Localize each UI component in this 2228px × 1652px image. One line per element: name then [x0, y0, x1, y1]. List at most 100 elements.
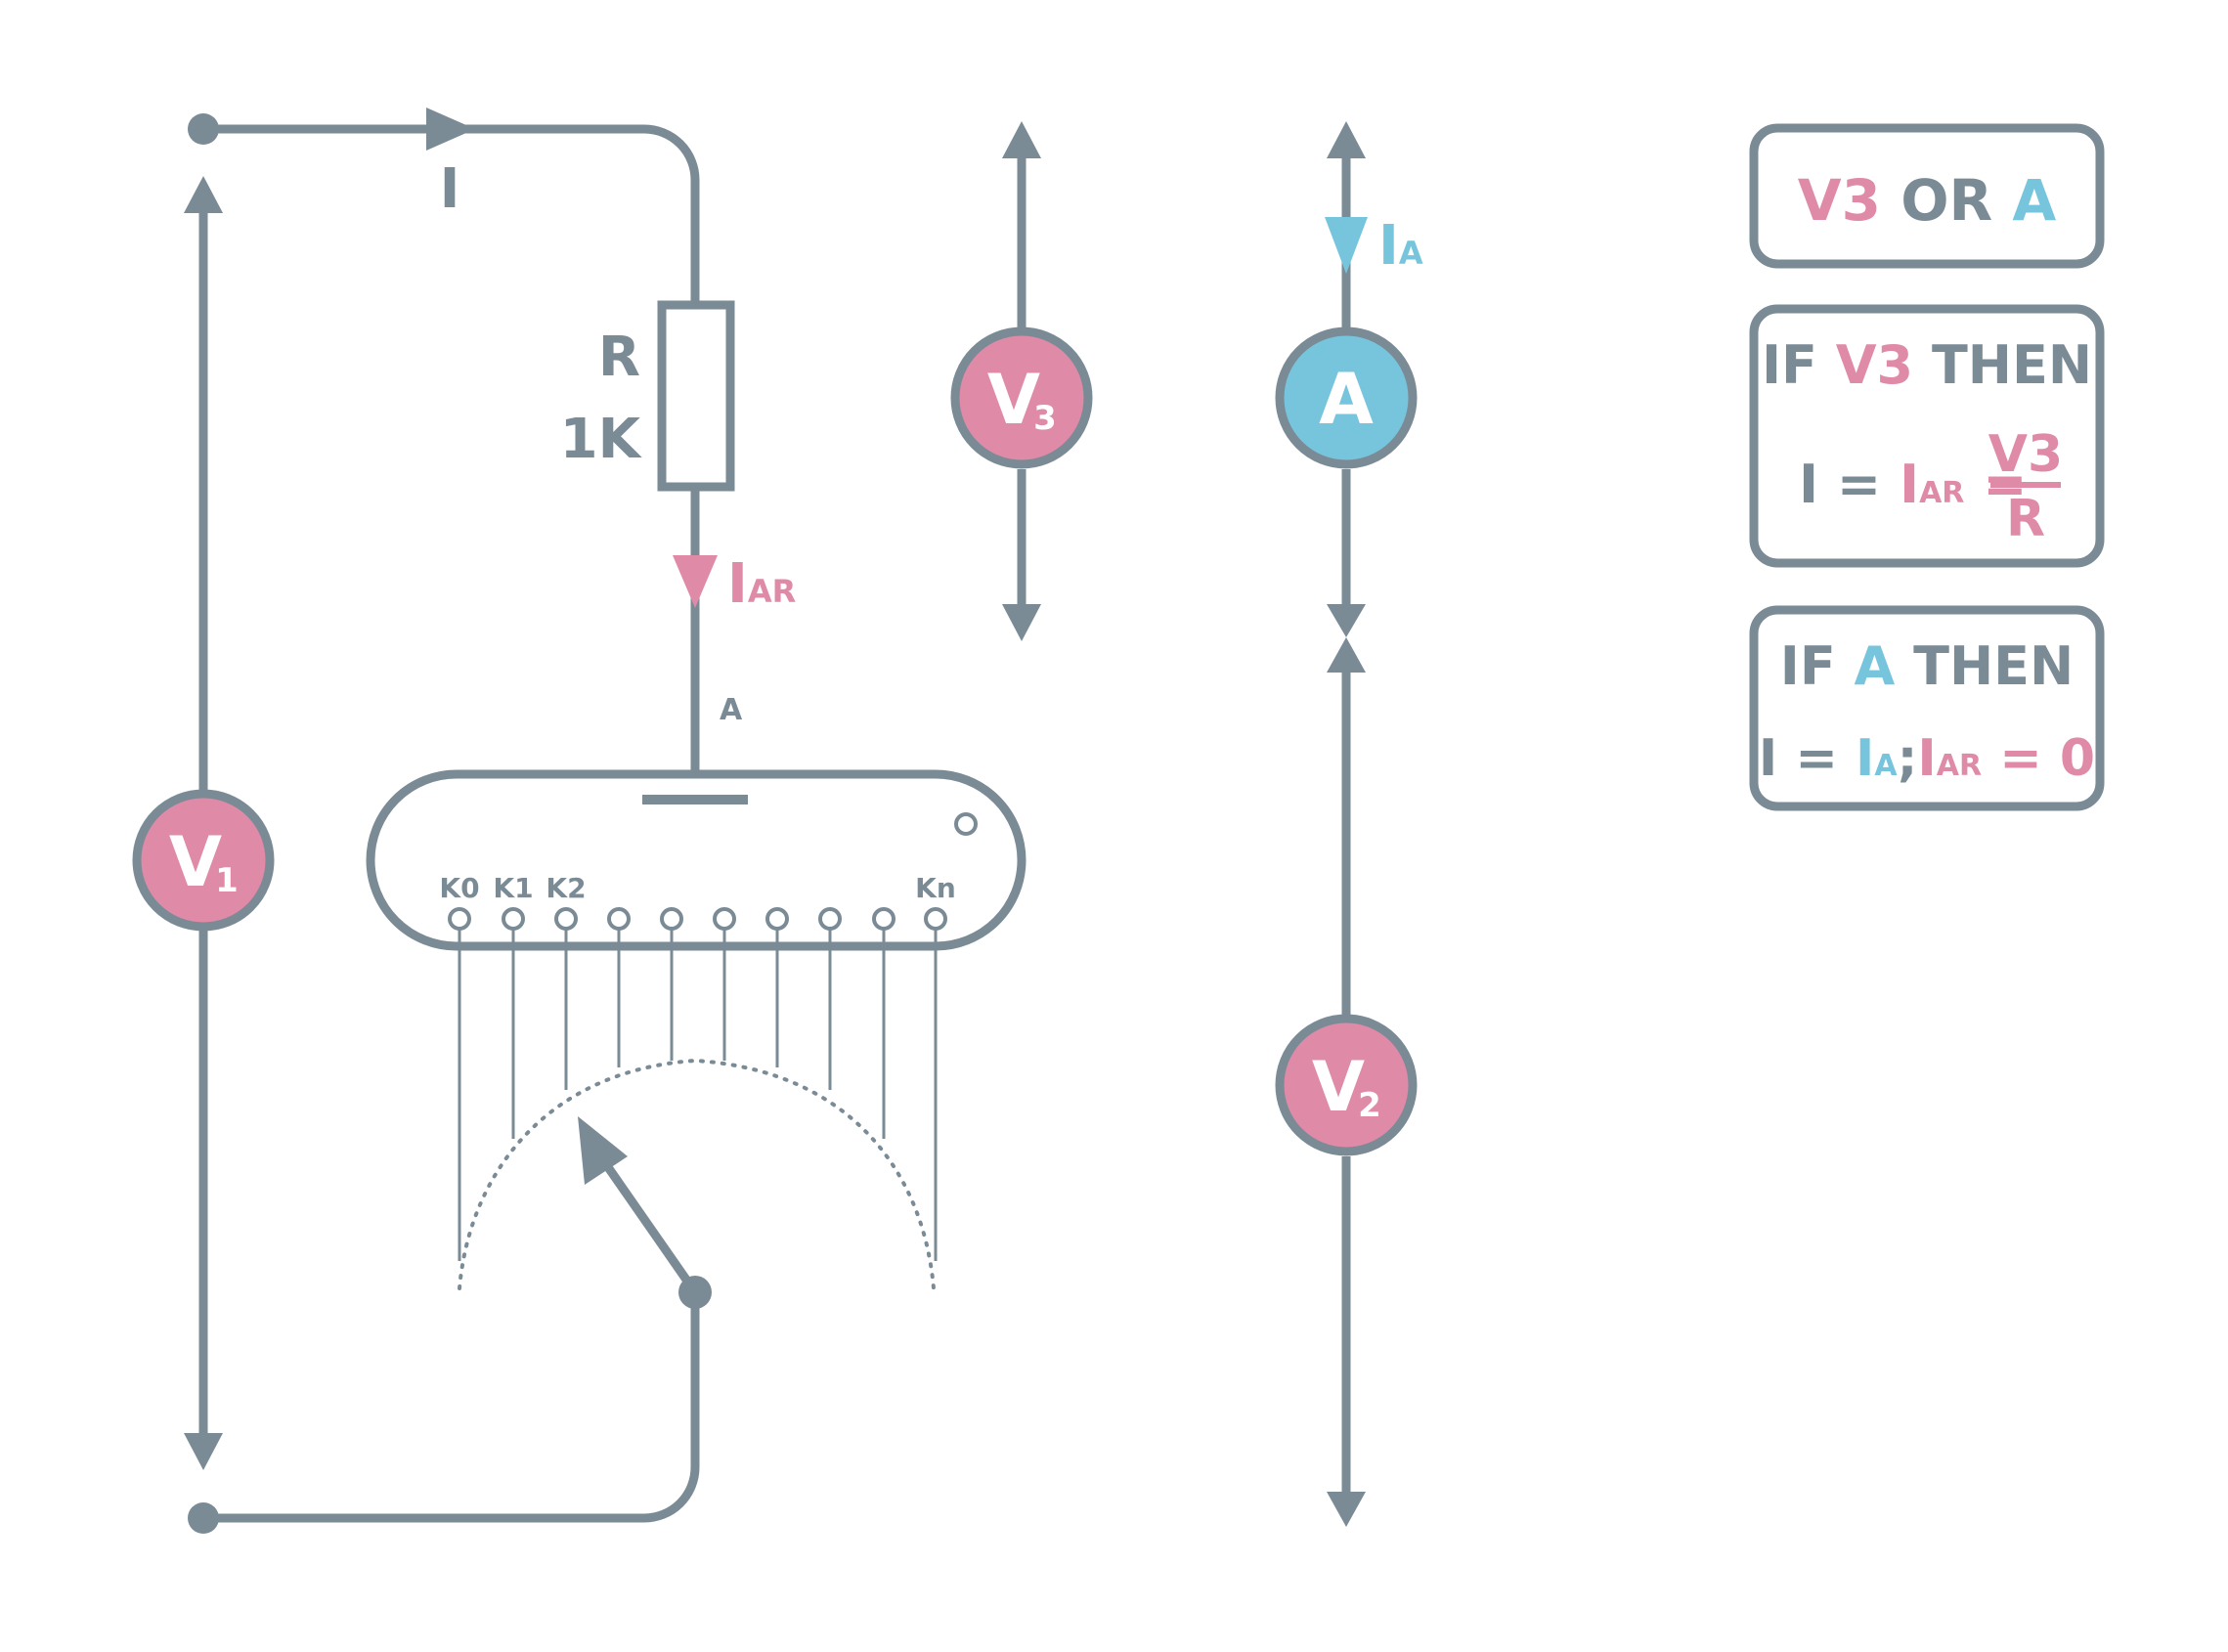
info-box-3-frame — [1749, 605, 2105, 811]
info-box-3-sp6 — [2042, 729, 2060, 788]
ia-label-main: I — [1378, 214, 1399, 278]
info-box-2-condition: IF V3 THEN — [1762, 334, 2092, 396]
v2-arrow-up — [1327, 637, 1366, 673]
info-box-1-v3: V3 — [1798, 167, 1881, 234]
info-box-2-sp4 — [1881, 454, 1900, 515]
info-box-2-frame — [1749, 304, 2105, 568]
ia-label-sub: A — [1399, 235, 1423, 272]
contact-terminal-8[interactable] — [872, 907, 896, 931]
v1-meter-subscript: 1 — [215, 861, 239, 900]
info-box-2-sp2 — [1913, 334, 1932, 396]
v2-arrow-down — [1327, 1492, 1366, 1527]
v3-arrow-down — [1002, 604, 1041, 641]
info-box-2-sp3 — [1818, 454, 1837, 515]
ammeter-arrow-up — [1327, 121, 1366, 158]
info-box-3-iar-main: I — [1917, 729, 1936, 788]
current-label: I — [440, 157, 460, 221]
selector-switch: K0 K1 K2 Kn — [366, 769, 1027, 1261]
iar-label: IAR — [727, 552, 796, 616]
info-box-2-v3: V3 — [1836, 334, 1913, 396]
v1-meter-circle — [132, 789, 275, 932]
info-box-3-ia-sub: A — [1874, 749, 1898, 783]
top-wire — [198, 124, 700, 310]
switch-contacts: K0 K1 K2 Kn — [439, 872, 956, 1261]
contact-terminal-4[interactable] — [660, 907, 683, 931]
info-box-3-semi: ; — [1898, 729, 1918, 788]
v3-meter-subscript: 3 — [1033, 399, 1057, 438]
v3-meter-label: V — [987, 360, 1040, 440]
contact-terminal-7[interactable] — [818, 907, 842, 931]
wiper-travel-arc — [458, 1058, 936, 1290]
info-box-3-iar-sub: AR — [1937, 749, 1982, 783]
info-box-3-sp1 — [1836, 635, 1855, 697]
info-box-3-a: A — [1855, 635, 1896, 697]
contact-terminal-3[interactable] — [607, 907, 631, 931]
info-box-2-frac-den: R — [2006, 490, 2045, 548]
info-box-3-sp2 — [1895, 635, 1913, 697]
info-box-2-eq1: = — [1837, 454, 1881, 515]
info-box-3: IF A THEN I = IA;IAR = 0 — [1749, 605, 2105, 811]
info-box-1-text: V3 OR A — [1798, 167, 2057, 234]
info-box-3-condition: IF A THEN — [1780, 635, 2075, 697]
point-a-label: A — [720, 693, 743, 727]
info-box-2: IF V3 THEN I = IAR = V3 R — [1749, 304, 2105, 568]
info-box-1-a: A — [2012, 167, 2056, 234]
wiper-arrowhead — [578, 1116, 628, 1185]
info-box-3-i: I — [1759, 729, 1777, 788]
iar-current-arrow — [673, 555, 718, 608]
contact-terminal-5[interactable] — [713, 907, 736, 931]
info-box-1-space — [1992, 167, 2012, 234]
info-box-2-then: THEN — [1932, 334, 2092, 396]
ammeter-circle — [1275, 326, 1418, 469]
info-box-2-sp5 — [1964, 454, 1983, 515]
info-box-3-then: THEN — [1913, 635, 2074, 697]
contact-terminal-0[interactable] — [448, 907, 471, 931]
bottom-terminal — [188, 1502, 219, 1534]
wiper-pivot — [678, 1276, 712, 1309]
switch-housing — [366, 769, 1027, 951]
info-box-2-sp1 — [1817, 334, 1836, 396]
ammeter-label: A — [1319, 358, 1374, 440]
contact-label-2: K2 — [546, 872, 586, 904]
info-box-3-ia-main: I — [1856, 729, 1874, 788]
resistor-name: R — [598, 326, 640, 389]
contact-terminal-9[interactable] — [924, 907, 947, 931]
info-box-1-or-word: OR — [1900, 167, 1992, 234]
v1-meter-label: V — [169, 822, 222, 902]
v1-voltmeter: V 1 — [132, 789, 275, 932]
info-box-3-eq1: = — [1795, 729, 1838, 788]
v3-meter-circle — [950, 326, 1093, 469]
v2-voltmeter: V 2 — [1275, 637, 1418, 1527]
contact-label-1: K1 — [493, 872, 533, 904]
ammeter-arrow-down — [1327, 604, 1366, 637]
resistor-value: 1K — [560, 408, 643, 471]
v3-voltmeter: V 3 — [950, 121, 1093, 641]
info-box-3-sp4 — [1838, 729, 1856, 788]
resistor — [657, 300, 735, 492]
ammeter-branch: IA A — [1275, 121, 1423, 637]
contact-terminal-1[interactable] — [502, 907, 525, 931]
ia-label: IA — [1378, 214, 1423, 278]
contact-terminal-6[interactable] — [765, 907, 789, 931]
info-box-3-sp3 — [1777, 729, 1795, 788]
switch-wiper[interactable] — [578, 1116, 712, 1309]
ia-current-arrow — [1325, 217, 1368, 274]
v1-arrow-down — [184, 1433, 223, 1470]
info-box-3-if: IF — [1780, 635, 1836, 697]
info-box-1: V3 OR A — [1749, 123, 2105, 269]
main-circuit-wires — [198, 124, 700, 1523]
wiper-arm — [596, 1152, 700, 1297]
info-box-1-or — [1881, 167, 1900, 234]
iar-label-main: I — [727, 552, 748, 616]
info-box-3-eq2: = — [1999, 729, 2042, 788]
info-box-3-formula: I = IA;IAR = 0 — [1759, 729, 2095, 788]
info-box-1-frame — [1749, 123, 2105, 269]
top-terminal — [188, 113, 219, 145]
v3-arrow-up — [1002, 121, 1041, 158]
info-box-2-if: IF — [1762, 334, 1817, 396]
contact-terminal-2[interactable] — [554, 907, 578, 931]
v1-arrow-up — [184, 176, 223, 213]
info-box-2-iar-sub: AR — [1919, 476, 1964, 510]
